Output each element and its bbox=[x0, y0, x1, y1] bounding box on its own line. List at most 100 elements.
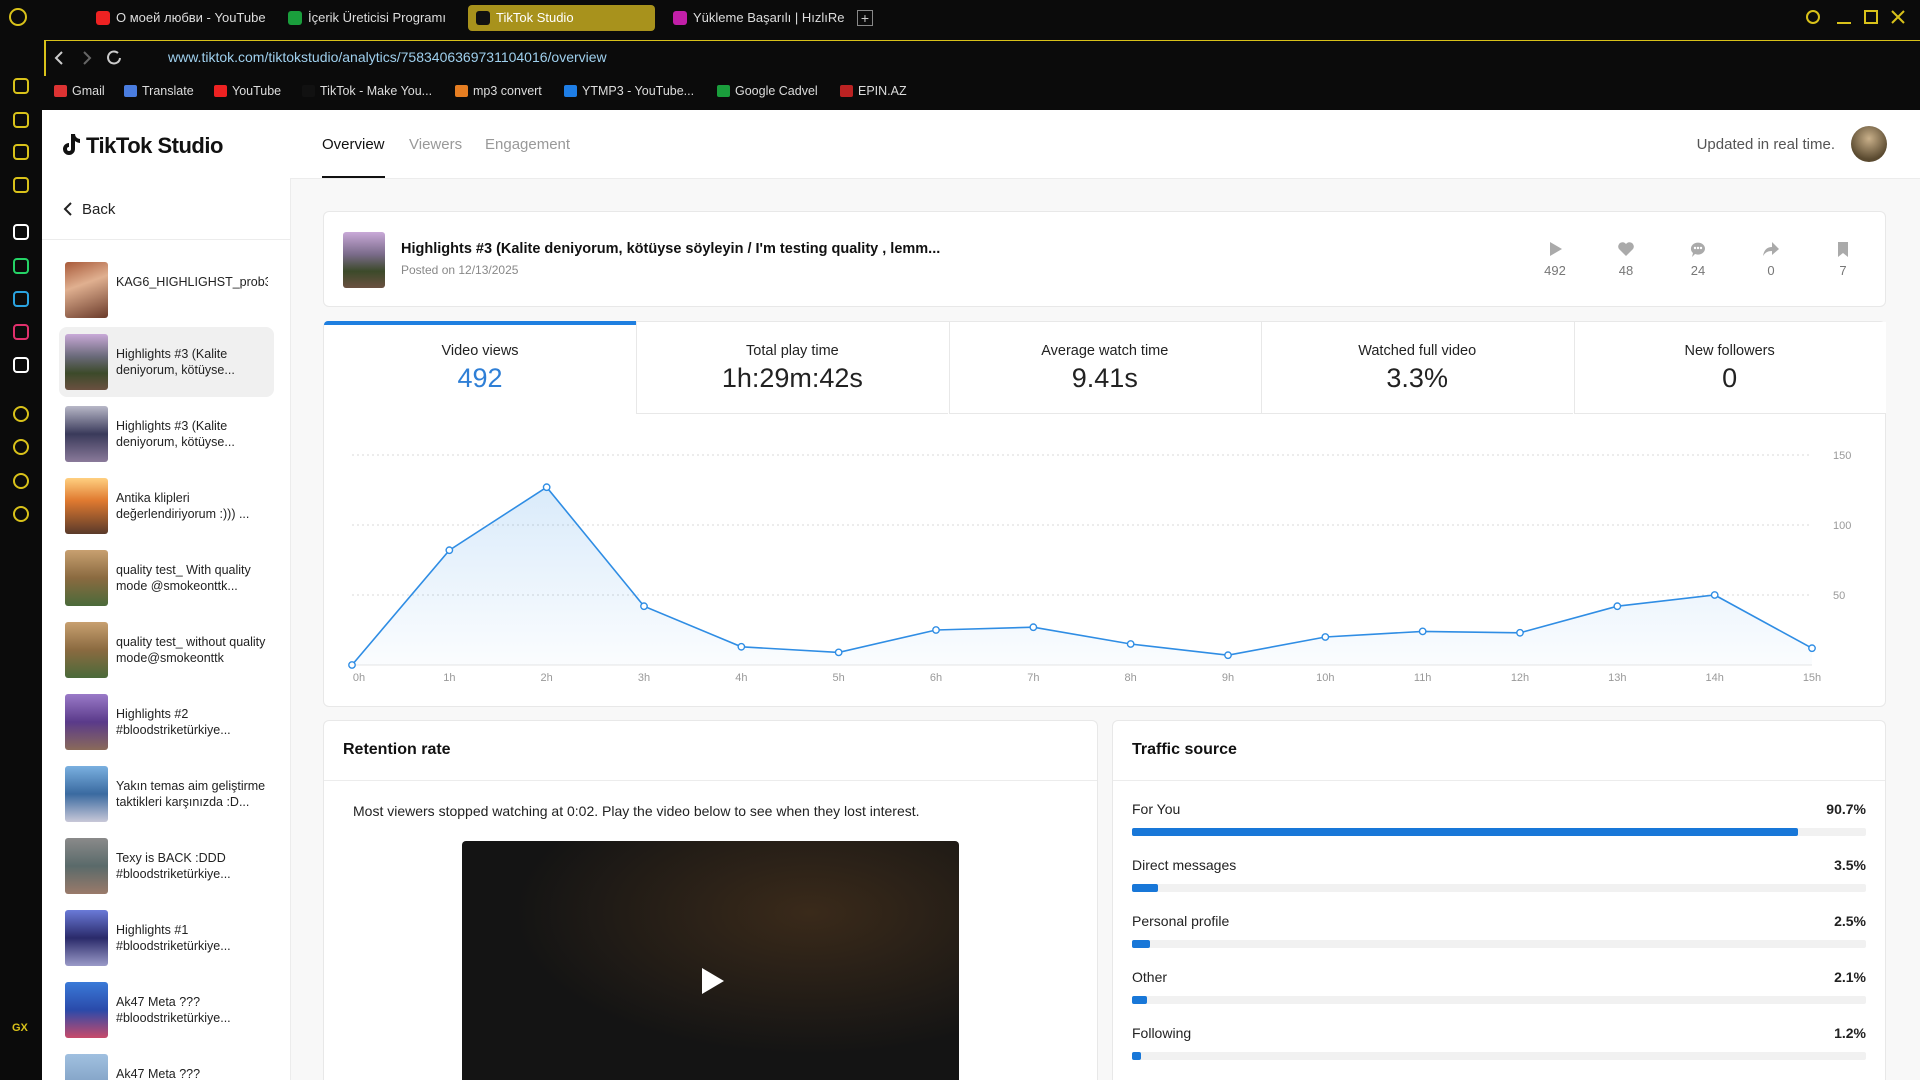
reload-button[interactable] bbox=[107, 50, 121, 65]
views-chart: 50 100 150 0h 1h 2h 3h 4h 5h 6h 7h 8h 9h 10h 11h 12h 13h… bbox=[348, 450, 1851, 684]
sidebar-icon[interactable] bbox=[13, 144, 29, 160]
traffic-name: For You bbox=[1132, 801, 1181, 817]
traffic-name: Following bbox=[1132, 1025, 1192, 1041]
bookmark[interactable]: mp3 convert bbox=[455, 84, 542, 98]
traffic-percent: 90.7% bbox=[1826, 801, 1866, 817]
browser-tab[interactable]: İçerik Üreticisi Programı bbox=[280, 5, 460, 31]
nav-tab[interactable]: Engagement bbox=[485, 136, 571, 153]
metric-label[interactable]: Video views bbox=[441, 343, 519, 359]
traffic-percent: 1.2% bbox=[1834, 1025, 1866, 1041]
bookmark[interactable]: Translate bbox=[124, 84, 194, 98]
video-item-title[interactable]: Texy is BACK :DDD #bloodstriketürkiye... bbox=[116, 851, 231, 881]
traffic-bar bbox=[1132, 940, 1151, 948]
sidebar-icon[interactable] bbox=[13, 258, 29, 274]
sidebar-icon[interactable] bbox=[13, 112, 29, 128]
url[interactable]: www.tiktok.com/tiktokstudio/analytics/75… bbox=[168, 49, 607, 65]
avatar[interactable] bbox=[1851, 126, 1887, 162]
video-item-title[interactable]: Ak47 Meta ??? #bloodstriketürkiye... bbox=[116, 995, 231, 1025]
stat-value: 48 bbox=[1618, 263, 1634, 278]
sidebar-icon[interactable] bbox=[13, 506, 29, 522]
metric-value: 3.3% bbox=[1386, 363, 1448, 393]
opera-logo[interactable] bbox=[9, 8, 27, 26]
logo[interactable]: TikTok Studio bbox=[86, 133, 223, 158]
bookmark[interactable]: Gmail bbox=[54, 84, 105, 98]
traffic-name: Personal profile bbox=[1132, 913, 1230, 929]
divider bbox=[324, 780, 1097, 781]
metric-label[interactable]: Average watch time bbox=[1041, 343, 1169, 359]
video-item-title[interactable]: KAG6_HIGHLIGHST_prob3 bbox=[116, 275, 268, 289]
video-thumb[interactable] bbox=[65, 334, 108, 390]
metric-label[interactable]: Watched full video bbox=[1358, 343, 1477, 359]
video-item-title[interactable]: Yakın temas aim geliştirme taktikleri ka… bbox=[116, 779, 266, 809]
video-item-title[interactable]: Highlights #3 (Kalite deniyorum, kötüyse… bbox=[116, 419, 235, 449]
close[interactable] bbox=[1891, 10, 1905, 24]
sidebar-icon[interactable] bbox=[13, 291, 29, 307]
bookmark[interactable]: YouTube bbox=[214, 84, 281, 98]
bookmark[interactable]: YTMP3 - YouTube... bbox=[564, 84, 694, 98]
gx-label[interactable]: GX bbox=[12, 1022, 28, 1034]
bookmark[interactable]: EPIN.AZ bbox=[840, 84, 907, 98]
stat-icon bbox=[1550, 242, 1562, 256]
sidebar-icon[interactable] bbox=[13, 406, 29, 422]
sidebar-icon[interactable] bbox=[13, 177, 29, 193]
video-item-title[interactable]: Highlights #2 #bloodstriketürkiye... bbox=[116, 707, 231, 737]
stat-value: 7 bbox=[1839, 263, 1847, 278]
video-thumb[interactable] bbox=[65, 910, 108, 966]
video-thumb[interactable] bbox=[65, 1054, 108, 1080]
sidebar-icon[interactable] bbox=[13, 357, 29, 373]
traffic-title: Traffic source bbox=[1132, 741, 1237, 758]
metric-label[interactable]: New followers bbox=[1684, 343, 1775, 359]
new-tab-button[interactable]: + bbox=[857, 10, 873, 26]
metric-label[interactable]: Total play time bbox=[746, 343, 839, 359]
window-controls bbox=[1806, 10, 1905, 24]
x-tick-label: 12h bbox=[1511, 672, 1529, 684]
nav-tab[interactable]: Overview bbox=[322, 136, 385, 153]
back-button[interactable] bbox=[54, 51, 63, 65]
sidebar-icon[interactable] bbox=[13, 324, 29, 340]
sidebar-icon[interactable] bbox=[13, 224, 29, 240]
video-item-title[interactable]: quality test_ without quality mode@smoke… bbox=[116, 635, 266, 665]
stat-value: 492 bbox=[1544, 263, 1566, 278]
video-card bbox=[323, 211, 1886, 307]
video-thumb[interactable] bbox=[65, 982, 108, 1038]
forward-button[interactable] bbox=[83, 51, 92, 65]
search-icon[interactable] bbox=[1806, 10, 1820, 24]
video-thumb[interactable] bbox=[65, 550, 108, 606]
video-item-title[interactable]: Antika klipleri değerlendiriyorum :))) .… bbox=[116, 491, 250, 521]
retention-title: Retention rate bbox=[343, 741, 451, 758]
play-button[interactable] bbox=[698, 966, 728, 996]
video-thumb[interactable] bbox=[65, 406, 108, 462]
video-thumb[interactable] bbox=[65, 622, 108, 678]
area bbox=[352, 487, 1812, 665]
video-item-title[interactable]: Highlights #3 (Kalite deniyorum, kötüyse… bbox=[116, 347, 235, 377]
bookmark[interactable]: TikTok - Make You... bbox=[302, 84, 432, 98]
video-player[interactable] bbox=[462, 841, 959, 1080]
video-thumb[interactable] bbox=[65, 766, 108, 822]
tiktok-logo-icon bbox=[63, 134, 80, 155]
video-thumb[interactable] bbox=[65, 478, 108, 534]
x-tick-label: 13h bbox=[1608, 672, 1626, 684]
video-thumb[interactable] bbox=[65, 838, 108, 894]
traffic-percent: 2.1% bbox=[1834, 969, 1866, 985]
sidebar-icon[interactable] bbox=[13, 78, 29, 94]
bookmark[interactable]: Google Cadvel bbox=[717, 84, 818, 98]
video-item-title[interactable]: Highlights #1 #bloodstriketürkiye... bbox=[116, 923, 231, 953]
stat-value: 0 bbox=[1767, 263, 1775, 278]
video-item-title[interactable]: Ak47 Meta ??? bbox=[116, 1067, 201, 1080]
sidebar-icon[interactable] bbox=[13, 473, 29, 489]
browser-tab[interactable]: Yükleme Başarılı | HızlıRe bbox=[665, 5, 850, 31]
back-link[interactable]: Back bbox=[82, 201, 116, 218]
video-thumb[interactable] bbox=[65, 262, 108, 318]
nav-tab[interactable]: Viewers bbox=[409, 136, 463, 153]
point bbox=[1418, 627, 1427, 636]
video-thumb[interactable] bbox=[65, 694, 108, 750]
video-thumbnail bbox=[343, 232, 385, 288]
traffic-bar bbox=[1132, 1052, 1141, 1060]
browser-tab[interactable]: TikTok Studio bbox=[468, 5, 655, 31]
maximize[interactable] bbox=[1864, 10, 1878, 24]
sidebar-icon[interactable] bbox=[13, 439, 29, 455]
browser-tab[interactable]: О моей любви - YouTube bbox=[88, 5, 268, 31]
traffic-bar bbox=[1132, 884, 1158, 892]
video-item-title[interactable]: quality test_ With quality mode @smokeon… bbox=[116, 563, 251, 593]
point bbox=[1321, 633, 1330, 641]
